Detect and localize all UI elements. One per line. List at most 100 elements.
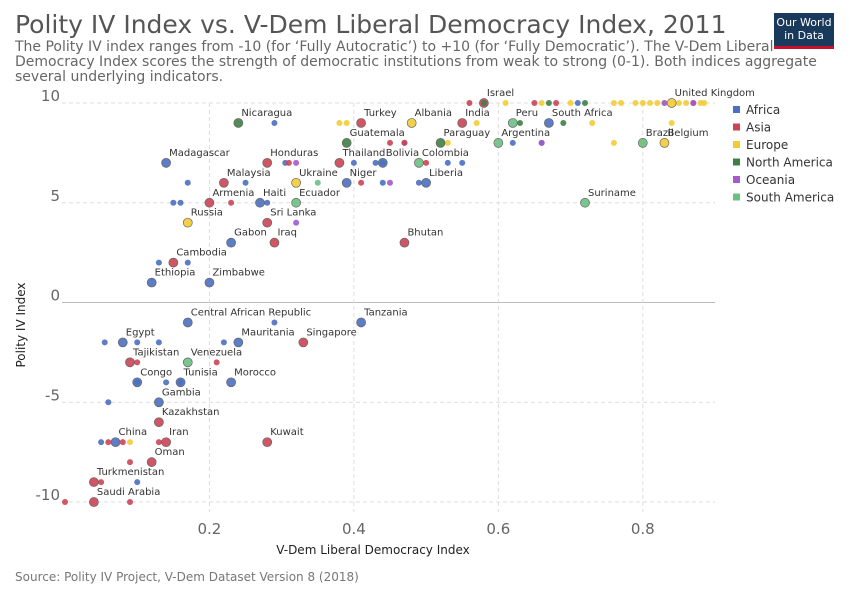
data-point-europe[interactable] [659, 138, 670, 148]
data-point-north-america[interactable] [517, 119, 523, 126]
data-point-asia[interactable] [285, 159, 292, 166]
data-point-south-america[interactable] [580, 197, 590, 208]
data-point-oceania[interactable] [538, 139, 545, 146]
data-point-asia[interactable] [356, 118, 366, 128]
data-point-africa[interactable] [415, 179, 422, 186]
data-point-south-america[interactable] [507, 118, 518, 128]
data-point-africa[interactable] [350, 159, 357, 166]
data-point-asia[interactable] [154, 417, 164, 428]
legend-swatch-asia[interactable] [733, 123, 740, 131]
data-point-europe[interactable] [567, 100, 574, 106]
data-point-europe[interactable] [683, 100, 690, 106]
data-point-africa[interactable] [161, 158, 171, 168]
data-point-asia[interactable] [125, 357, 135, 368]
data-point-south-america[interactable] [291, 197, 301, 208]
data-point-africa[interactable] [175, 377, 186, 388]
data-point-africa[interactable] [271, 319, 278, 326]
data-point-africa[interactable] [117, 337, 128, 348]
data-point-europe[interactable] [291, 177, 301, 188]
data-point-africa[interactable] [544, 118, 554, 128]
data-point-africa[interactable] [184, 259, 191, 266]
data-point-asia[interactable] [466, 100, 473, 106]
data-point-asia[interactable] [457, 118, 468, 128]
data-point-europe[interactable] [610, 139, 617, 146]
data-point-south-america[interactable] [414, 158, 424, 168]
data-point-asia[interactable] [531, 100, 538, 106]
data-point-africa[interactable] [255, 197, 265, 208]
data-point-oceania[interactable] [387, 179, 393, 186]
data-point-europe[interactable] [701, 100, 708, 106]
data-point-africa[interactable] [444, 159, 451, 166]
data-point-europe[interactable] [610, 100, 617, 106]
data-point-asia[interactable] [213, 359, 220, 366]
data-point-asia[interactable] [89, 477, 99, 487]
data-point-europe[interactable] [444, 139, 451, 146]
data-point-africa[interactable] [372, 159, 379, 166]
data-point-europe[interactable] [336, 119, 343, 126]
data-point-asia[interactable] [62, 499, 68, 506]
data-point-asia[interactable] [298, 337, 309, 348]
data-point-africa[interactable] [341, 177, 352, 188]
data-point-europe[interactable] [406, 118, 417, 128]
data-point-africa[interactable] [377, 158, 388, 168]
data-point-europe[interactable] [343, 119, 350, 126]
legend-swatch-north-america[interactable] [733, 158, 740, 166]
data-point-africa[interactable] [184, 179, 191, 186]
data-point-asia[interactable] [161, 437, 171, 448]
data-point-africa[interactable] [134, 339, 141, 346]
data-point-africa[interactable] [134, 479, 141, 486]
data-point-europe[interactable] [647, 100, 653, 106]
data-point-europe[interactable] [589, 119, 596, 126]
data-point-asia[interactable] [334, 158, 345, 168]
data-point-asia[interactable] [423, 159, 430, 166]
data-point-asia[interactable] [89, 497, 99, 507]
data-point-africa[interactable] [155, 339, 162, 346]
data-point-asia[interactable] [399, 237, 410, 248]
legend-label-asia[interactable]: Asia [746, 121, 771, 135]
data-point-asia[interactable] [262, 158, 273, 168]
data-point-south-america[interactable] [493, 138, 504, 148]
data-point-africa[interactable] [163, 379, 170, 386]
data-point-europe[interactable] [632, 100, 639, 106]
data-point-asia[interactable] [219, 177, 229, 188]
legend-label-south-america[interactable]: South America [746, 191, 834, 205]
data-point-africa[interactable] [98, 439, 105, 446]
data-point-africa[interactable] [509, 139, 516, 146]
data-point-south-america[interactable] [182, 357, 193, 368]
data-point-north-america[interactable] [480, 100, 487, 106]
data-point-asia[interactable] [228, 199, 235, 206]
data-point-africa[interactable] [204, 277, 215, 288]
data-point-asia[interactable] [119, 439, 126, 446]
data-point-africa[interactable] [226, 237, 236, 248]
data-point-north-america[interactable] [582, 100, 588, 106]
data-point-africa[interactable] [233, 337, 244, 348]
data-point-africa[interactable] [155, 259, 162, 266]
data-point-south-america[interactable] [314, 179, 321, 186]
legend-label-oceania[interactable]: Oceania [746, 173, 795, 187]
legend-swatch-africa[interactable] [733, 106, 740, 113]
data-point-europe[interactable] [654, 100, 661, 106]
data-point-asia[interactable] [134, 359, 141, 366]
legend-label-europe[interactable]: Europe [746, 138, 788, 152]
data-point-oceania[interactable] [690, 100, 697, 106]
data-point-africa[interactable] [146, 277, 157, 288]
legend-label-north-america[interactable]: North America [746, 156, 833, 170]
data-point-europe[interactable] [666, 98, 677, 108]
legend-swatch-south-america[interactable] [733, 193, 740, 201]
data-point-asia[interactable] [127, 499, 133, 506]
data-point-europe[interactable] [668, 119, 675, 126]
data-point-asia[interactable] [204, 197, 215, 208]
data-point-asia[interactable] [105, 439, 112, 446]
data-point-asia[interactable] [127, 459, 133, 466]
data-point-asia[interactable] [98, 479, 105, 486]
data-point-africa[interactable] [154, 397, 164, 408]
legend-swatch-europe[interactable] [733, 141, 740, 148]
data-point-asia[interactable] [401, 139, 408, 146]
legend-label-africa[interactable]: Africa [746, 103, 780, 117]
data-point-europe[interactable] [127, 439, 133, 446]
data-point-africa[interactable] [170, 199, 177, 206]
data-point-africa[interactable] [182, 317, 193, 328]
data-point-asia[interactable] [146, 457, 157, 467]
data-point-europe[interactable] [538, 100, 545, 106]
data-point-africa[interactable] [379, 179, 386, 186]
